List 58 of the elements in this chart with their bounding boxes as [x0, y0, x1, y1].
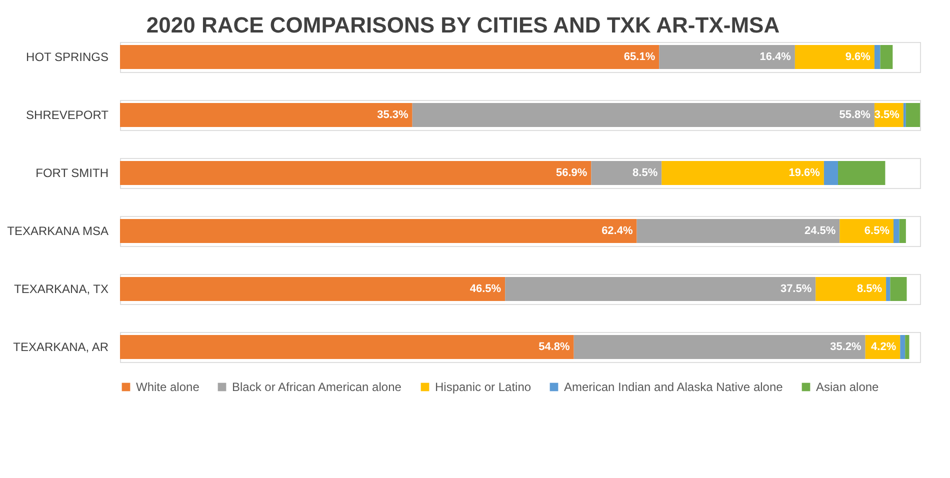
- bar: [880, 45, 893, 69]
- y-tick-label: TEXARKANA MSA: [7, 224, 108, 238]
- bar: [659, 45, 795, 69]
- bar: [905, 335, 910, 359]
- y-tick-label: FORT SMITH: [36, 166, 108, 180]
- data-label: 55.8%: [839, 109, 871, 121]
- bar: [794, 45, 874, 69]
- bar: [120, 335, 574, 359]
- bar: [591, 161, 662, 185]
- bar: [120, 277, 506, 301]
- bar: [816, 277, 886, 301]
- y-tick-label: HOT SPRINGS: [26, 50, 108, 64]
- data-label: 65.1%: [624, 51, 656, 63]
- bar: [890, 277, 907, 301]
- bar: [900, 335, 906, 359]
- bar: [906, 103, 920, 127]
- data-label: 37.5%: [780, 283, 812, 295]
- bar: [505, 277, 816, 301]
- bar: [840, 219, 894, 243]
- bar: [120, 103, 412, 127]
- chart-title: 2020 RACE COMPARISONS BY CITIES AND TXK AR-TX-MSA: [146, 12, 780, 38]
- data-label: 8.5%: [632, 167, 658, 179]
- bar: [899, 219, 906, 243]
- bar: [120, 161, 592, 185]
- bar: [874, 45, 880, 69]
- bar: [824, 161, 838, 185]
- bar: [120, 45, 660, 69]
- bar: [894, 219, 900, 243]
- data-label: 4.2%: [871, 341, 896, 353]
- bar: [574, 335, 866, 359]
- y-tick-label: SHREVEPORT: [26, 108, 110, 122]
- bar: [662, 161, 824, 185]
- bar: [838, 161, 886, 185]
- legend-label: White alone: [136, 380, 200, 394]
- data-label: 35.2%: [830, 341, 862, 353]
- legend-label: American Indian and Alaska Native alone: [564, 380, 784, 394]
- bar: [120, 219, 637, 243]
- data-label: 54.8%: [538, 341, 570, 353]
- legend-label: Black or African American alone: [232, 380, 402, 394]
- bar: [636, 219, 840, 243]
- data-label: 62.4%: [602, 225, 633, 237]
- y-tick-label: TEXARKANA, TX: [14, 282, 108, 296]
- data-label: 19.6%: [788, 167, 820, 179]
- legend-label: Asian alone: [816, 380, 880, 394]
- data-label: 6.5%: [864, 225, 890, 237]
- data-label: 46.5%: [470, 283, 502, 295]
- bar: [412, 103, 874, 127]
- data-label: 8.5%: [856, 283, 882, 295]
- data-label: 24.5%: [804, 225, 836, 237]
- data-label: 3.5%: [874, 109, 900, 121]
- y-tick-label: TEXARKANA, AR: [13, 340, 109, 354]
- bar: [886, 277, 890, 301]
- data-label: 9.6%: [845, 51, 871, 63]
- data-label: 16.4%: [760, 51, 792, 63]
- data-label: 35.3%: [377, 109, 409, 121]
- bar: [903, 103, 906, 127]
- legend-label: Hispanic or Latino: [435, 380, 532, 394]
- data-label: 56.9%: [556, 167, 588, 179]
